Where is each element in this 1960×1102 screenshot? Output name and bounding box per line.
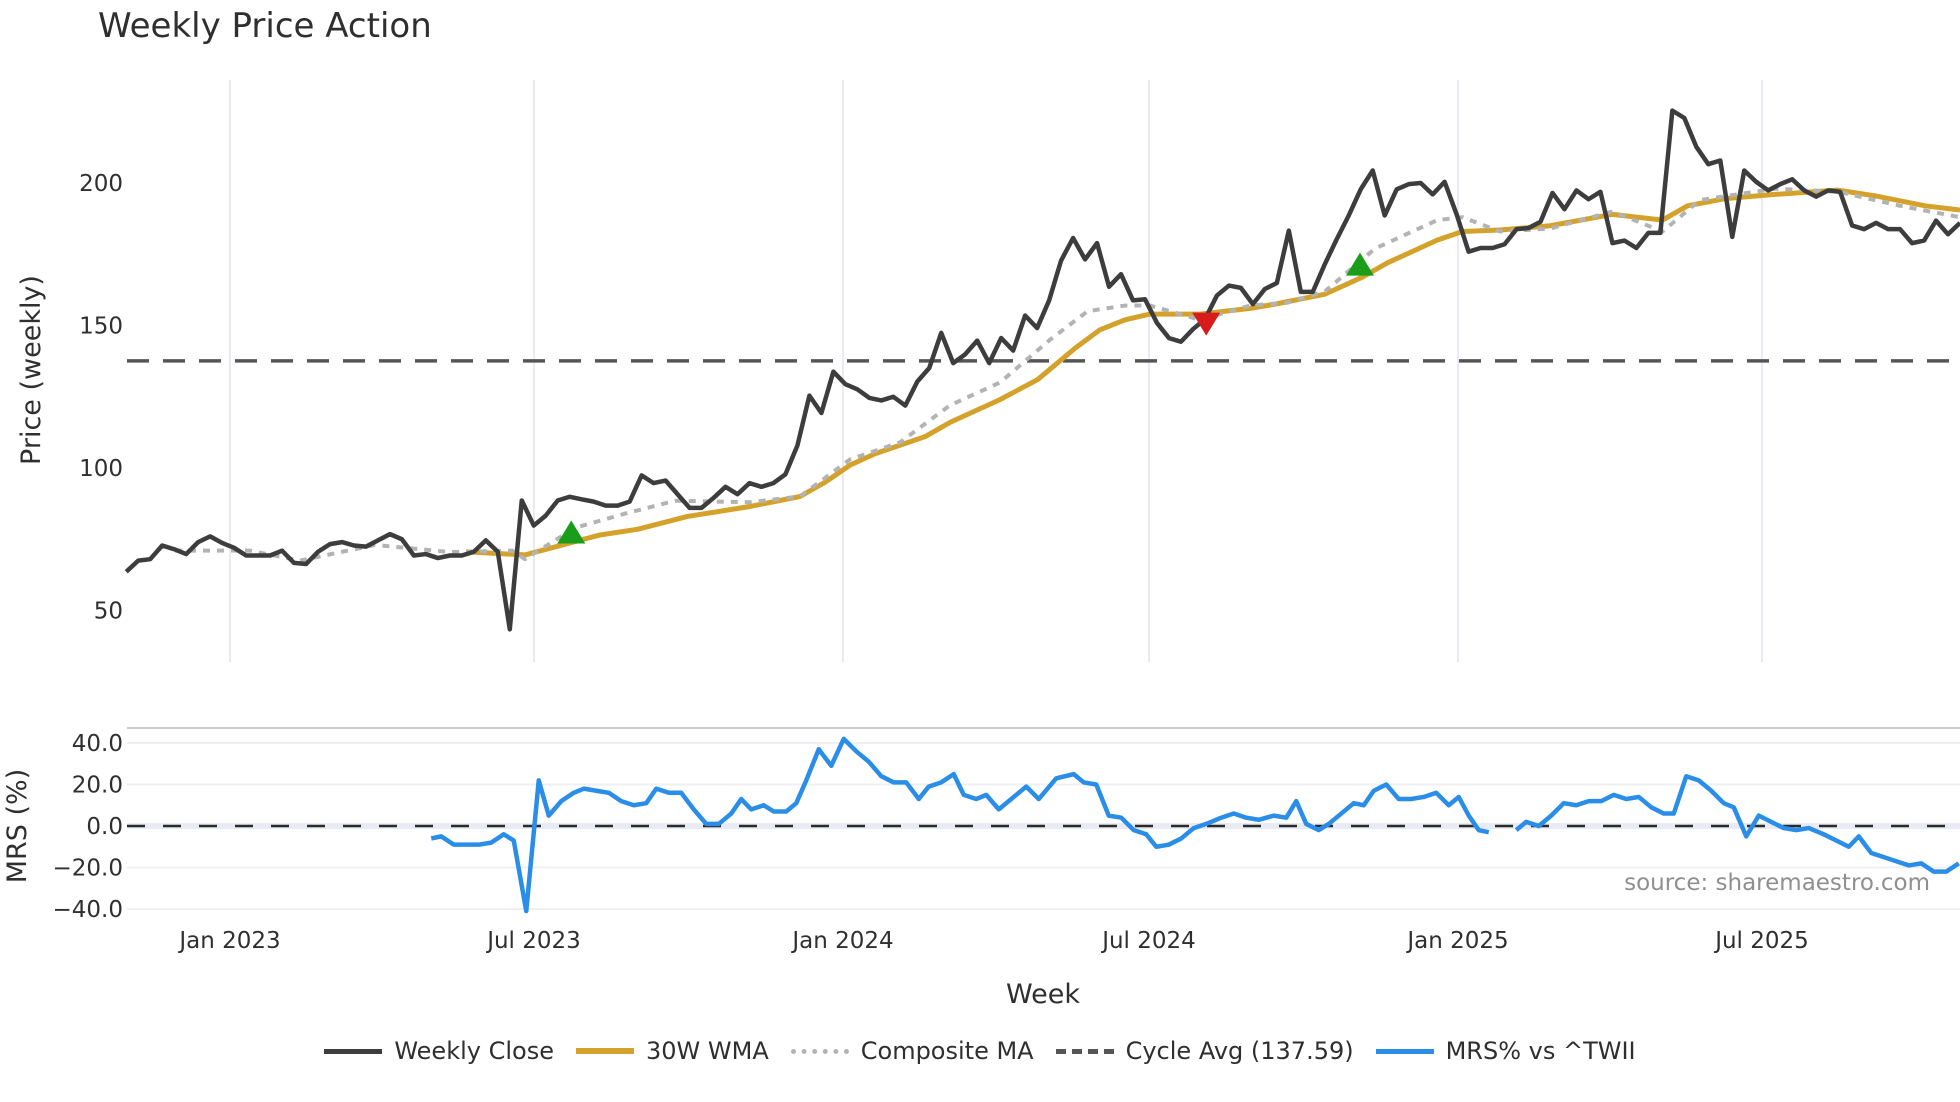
mrs-y-tick-label: −20.0 bbox=[53, 856, 123, 882]
buy-signal-icon bbox=[1346, 252, 1374, 276]
solid-line-swatch-icon bbox=[575, 1048, 634, 1054]
buy-signal-icon bbox=[557, 520, 586, 544]
x-tick-label: Jul 2023 bbox=[485, 928, 581, 954]
weekly-close-line bbox=[124, 108, 1960, 632]
legend-label: 30W WMA bbox=[645, 1037, 769, 1065]
x-tick-label: Jul 2025 bbox=[1713, 928, 1809, 954]
legend-item[interactable]: Composite MA bbox=[790, 1037, 1034, 1065]
mrs-y-tick-label: 40.0 bbox=[72, 731, 123, 757]
chart-title: Weekly Price Action bbox=[98, 6, 432, 46]
mrs-series bbox=[430, 736, 1960, 914]
legend-label: Cycle Avg (137.59) bbox=[1125, 1037, 1354, 1065]
legend-label: Weekly Close bbox=[394, 1037, 554, 1065]
legend-item[interactable]: MRS% vs ^TWII bbox=[1375, 1037, 1636, 1065]
y-tick-label: 50 bbox=[94, 599, 123, 625]
price-y-axis: 50 100 150 200 bbox=[79, 171, 123, 625]
mrs-y-tick-label: 20.0 bbox=[72, 773, 123, 799]
mrs-line bbox=[430, 736, 1490, 914]
x-tick-label: Jan 2024 bbox=[790, 928, 893, 954]
solid-line-swatch-icon bbox=[1375, 1048, 1434, 1054]
dashed-line-swatch-icon bbox=[1055, 1048, 1114, 1054]
gridlines bbox=[229, 80, 1763, 662]
legend-item[interactable]: Cycle Avg (137.59) bbox=[1055, 1037, 1354, 1065]
x-tick-label: Jan 2025 bbox=[1405, 928, 1508, 954]
solid-line-swatch-icon bbox=[324, 1048, 383, 1054]
mrs-line bbox=[1514, 773, 1960, 874]
x-tick-label: Jul 2024 bbox=[1100, 928, 1196, 954]
source-attribution: source: sharemaestro.com bbox=[1624, 870, 1930, 896]
legend-label: MRS% vs ^TWII bbox=[1445, 1037, 1636, 1065]
x-axis: Jan 2023 Jul 2023 Jan 2024 Jul 2024 Jan 2025… bbox=[177, 928, 1808, 954]
signal-markers bbox=[557, 252, 1374, 544]
x-tick-label: Jan 2023 bbox=[177, 928, 280, 954]
mrs-y-axis-label: MRS (%) bbox=[2, 769, 33, 884]
mrs-y-axis: 40.0 20.0 0.0 −20.0 −40.0 bbox=[53, 731, 123, 923]
legend-item[interactable]: Weekly Close bbox=[324, 1037, 554, 1065]
legend-item[interactable]: 30W WMA bbox=[575, 1037, 769, 1065]
legend: Weekly Close 30W WMA Composite MA Cycle Avg… bbox=[0, 1037, 1960, 1065]
dotted-line-swatch-icon bbox=[790, 1048, 849, 1054]
y-tick-label: 200 bbox=[79, 171, 123, 197]
mrs-y-tick-label: −40.0 bbox=[53, 897, 123, 923]
y-tick-label: 100 bbox=[79, 456, 123, 482]
price-series bbox=[124, 108, 1960, 632]
legend-label: Composite MA bbox=[860, 1037, 1034, 1065]
mrs-y-tick-label: 0.0 bbox=[86, 814, 123, 840]
price-y-axis-label: Price (weekly) bbox=[16, 275, 47, 465]
y-tick-label: 150 bbox=[79, 314, 123, 340]
x-axis-label: Week bbox=[1006, 979, 1080, 1010]
sell-signal-icon bbox=[1192, 312, 1221, 336]
